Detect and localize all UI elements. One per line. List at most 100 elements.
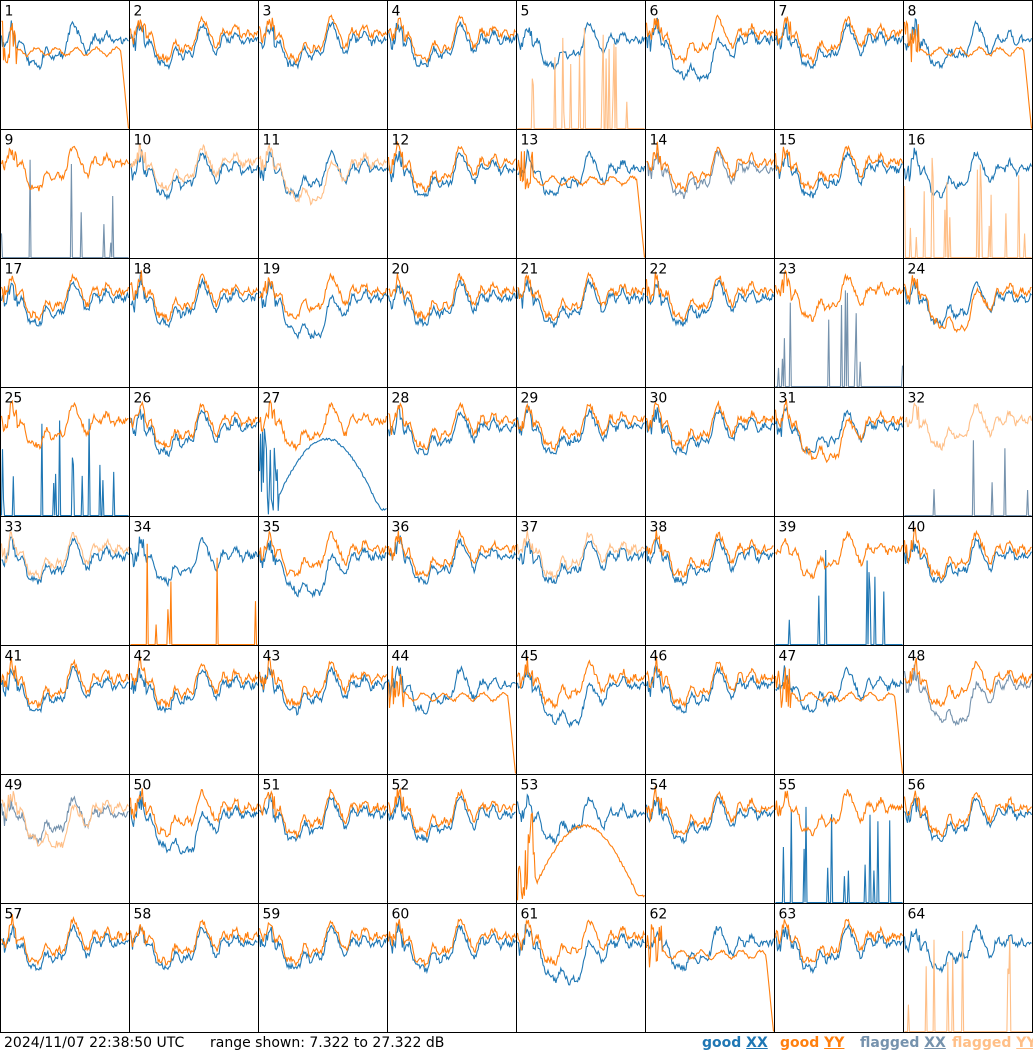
legend-flagged-yy-label: YY: [1016, 1035, 1033, 1051]
panel-frame: [516, 903, 646, 1033]
panel-10-label: 10: [134, 133, 152, 149]
panel-10-yy-line: [129, 142, 258, 192]
panel-29: 29: [516, 387, 646, 517]
panel-29-xx-line: [516, 405, 645, 455]
panel-8-yy-line: [903, 20, 1033, 129]
panel-50-label: 50: [134, 778, 152, 794]
panel-44-label: 44: [392, 649, 410, 665]
panel-13-yy-line: [516, 151, 646, 258]
panel-frame: [258, 903, 388, 1033]
panel-43-yy-line: [258, 656, 387, 707]
panel-21-xx-line: [516, 277, 645, 328]
panel-17: 17: [0, 258, 130, 388]
panel-48-label: 48: [908, 649, 926, 665]
panel-52: 52: [387, 774, 517, 904]
panel-frame: [903, 903, 1033, 1033]
panel-52-xx-line: [387, 795, 516, 843]
legend-good-xx: good XX: [702, 1034, 768, 1052]
panel-31-xx-line: [774, 406, 904, 455]
panel-16-xx-line: [903, 147, 1033, 199]
panel-40-label: 40: [908, 520, 926, 536]
panel-13-xx-line: [517, 148, 646, 197]
legend-flagged-xx-label: XX: [924, 1035, 946, 1051]
panel-frame: [129, 516, 259, 646]
panel-22: 22: [645, 258, 775, 388]
panel-33-label: 33: [5, 520, 23, 536]
panel-frame: [387, 129, 517, 259]
panel-51: 51: [258, 774, 388, 904]
panel-24-xx-line: [903, 280, 1032, 328]
panel-32: 32: [903, 387, 1033, 517]
panel-54-xx-line: [645, 794, 775, 845]
panel-2-label: 2: [134, 4, 143, 20]
panel-19-yy-line: [259, 272, 388, 320]
panel-14-yy-line: [646, 141, 775, 192]
panel-frame: [0, 0, 130, 130]
panel-4: 4: [387, 0, 517, 130]
panel-28-xx-line: [387, 404, 517, 456]
panel-38-label: 38: [650, 520, 668, 536]
panel-frame: [774, 774, 904, 904]
panel-10: 10: [129, 129, 259, 259]
panel-13: 13: [516, 129, 646, 259]
panel-59-yy-line: [258, 919, 388, 967]
panel-frame: [645, 129, 775, 259]
panel-46-yy-line: [645, 655, 775, 708]
panel-43-label: 43: [263, 649, 281, 665]
panel-4-label: 4: [392, 4, 401, 20]
panel-49-yy-line: [1, 791, 129, 849]
panel-50: 50: [129, 774, 259, 904]
panel-14-xx-line: [646, 149, 774, 200]
panel-27-xx-line: [258, 428, 387, 515]
panel-60: 60: [387, 903, 517, 1033]
panel-58-xx-line: [129, 925, 258, 971]
panel-53-yy-line: [516, 812, 645, 901]
panel-48: 48: [903, 645, 1033, 775]
panel-46-xx-line: [645, 664, 774, 714]
panel-frame: [516, 258, 646, 388]
panel-frame: [903, 129, 1033, 259]
panel-8-label: 8: [908, 4, 917, 20]
panel-30: 30: [645, 387, 775, 517]
legend-good-xx-prefix: good: [702, 1035, 742, 1051]
legend-flagged-yy-prefix: flagged: [952, 1035, 1012, 1051]
panel-12-label: 12: [392, 133, 410, 149]
panel-64-yy-line: [904, 930, 1032, 1033]
panel-3-xx-line: [259, 21, 387, 70]
panel-7: 7: [774, 0, 904, 130]
panel-8: 8: [903, 0, 1033, 130]
panel-18: 18: [129, 258, 259, 388]
panel-frame: [774, 129, 904, 259]
panel-6-xx-line: [645, 17, 774, 83]
panel-24-label: 24: [908, 262, 926, 278]
panel-24-yy-line: [903, 275, 1032, 334]
panel-33-yy-line: [0, 531, 130, 580]
panel-63-yy-line: [774, 918, 903, 964]
panel-60-xx-line: [387, 922, 516, 975]
panel-20-label: 20: [392, 262, 410, 278]
panel-frame: [258, 0, 388, 130]
panel-42-label: 42: [134, 649, 152, 665]
panel-frame: [387, 0, 517, 130]
panel-19-label: 19: [263, 262, 281, 278]
panel-37-yy-line: [516, 530, 645, 580]
panel-54-yy-line: [645, 786, 774, 836]
panel-8-xx-line: [904, 17, 1033, 70]
panel-46-label: 46: [650, 649, 668, 665]
panel-15-label: 15: [779, 133, 797, 149]
panel-32-xx-line: [904, 440, 1032, 517]
panel-10-xx-line: [129, 149, 259, 201]
panel-15: 15: [774, 129, 904, 259]
panel-6-label: 6: [650, 4, 659, 20]
panel-31: 31: [774, 387, 904, 517]
panel-frame: [645, 387, 775, 517]
panel-32-label: 32: [908, 391, 926, 407]
panel-22-xx-line: [646, 279, 775, 327]
panel-frame: [516, 387, 646, 517]
panel-41-yy-line: [0, 657, 130, 709]
panel-25-yy-line: [0, 399, 129, 450]
panel-frame: [645, 0, 775, 130]
panel-4-xx-line: [387, 21, 517, 68]
panel-25-label: 25: [5, 391, 23, 407]
panel-28: 28: [387, 387, 517, 517]
